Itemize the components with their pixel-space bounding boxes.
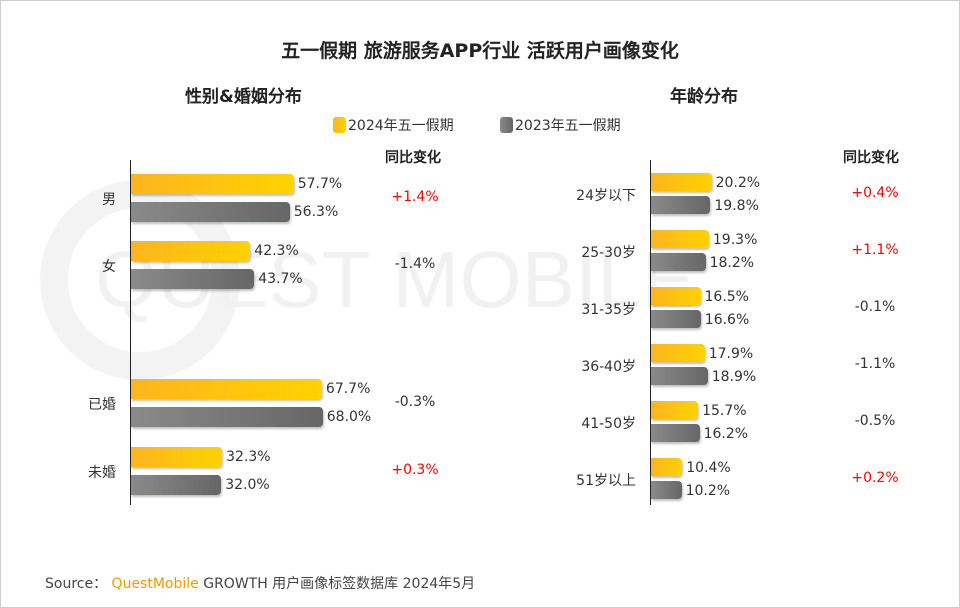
- change-value: -1.4%: [394, 256, 436, 272]
- bar-2023: [131, 407, 323, 427]
- right-axis: [650, 160, 651, 505]
- legend-label-2023: 2023年五一假期: [515, 118, 621, 134]
- category-label: 未婚: [88, 465, 116, 481]
- value-label-2023: 68.0%: [326, 409, 372, 425]
- bar-2023: [651, 196, 711, 214]
- source-brand: QuestMobile: [111, 576, 199, 592]
- source-prefix: Source：: [45, 576, 108, 592]
- chart-title: 五一假期 旅游服务APP行业 活跃用户画像变化: [281, 40, 679, 62]
- right-subtitle: 年龄分布: [670, 87, 738, 107]
- value-label-2024: 42.3%: [254, 243, 299, 259]
- change-value: +0.3%: [391, 462, 439, 478]
- category-label: 男: [102, 192, 116, 208]
- bar-2023: [131, 475, 222, 495]
- value-label-2024: 32.3%: [226, 449, 271, 465]
- value-label-2024: 20.2%: [715, 175, 761, 191]
- change-value: +1.4%: [391, 189, 439, 205]
- value-label-2023: 18.2%: [709, 255, 755, 271]
- value-label-2023: 10.2%: [685, 483, 731, 499]
- bar-2024: [651, 401, 699, 419]
- change-value: -1.1%: [854, 355, 896, 372]
- change-value: -0.1%: [854, 298, 896, 315]
- bar-2024: [131, 174, 294, 194]
- value-label-2023: 32.0%: [225, 477, 270, 493]
- legend-swatch-2024: [333, 117, 346, 133]
- value-label-2024: 57.7%: [297, 176, 343, 192]
- category-label: 51岁以上: [576, 472, 636, 489]
- bar-2023: [651, 367, 708, 385]
- value-label-2024: 19.3%: [712, 232, 758, 248]
- value-label-2023: 19.8%: [714, 198, 759, 214]
- value-label-2024: 16.5%: [704, 289, 749, 305]
- value-label-2023: 16.6%: [704, 312, 750, 328]
- category-label: 25-30岁: [581, 244, 636, 261]
- left-axis: [130, 160, 131, 505]
- category-label: 女: [102, 259, 116, 275]
- bar-2023: [131, 202, 290, 222]
- legend-item-2024: 2024年五一假期: [333, 115, 454, 135]
- bar-2024: [131, 379, 322, 399]
- bar-2024: [131, 241, 251, 261]
- bar-2023: [651, 481, 682, 499]
- source-text: GROWTH 用户画像标签数据库 2024年5月: [203, 576, 476, 592]
- bar-2023: [651, 424, 700, 442]
- bar-2023: [651, 253, 706, 271]
- value-label-2023: 56.3%: [293, 204, 339, 220]
- category-label: 已婚: [88, 397, 116, 413]
- value-label-2023: 16.2%: [703, 426, 749, 442]
- right-change-header: 同比变化: [843, 150, 899, 166]
- bar-2024: [651, 458, 683, 476]
- value-label-2024: 67.7%: [325, 381, 371, 397]
- value-label-2024: 15.7%: [702, 403, 747, 419]
- bar-2024: [131, 447, 223, 467]
- value-label-2024: 10.4%: [686, 460, 731, 476]
- change-value: +0.4%: [851, 184, 899, 201]
- source-note: Source： QuestMobile GROWTH 用户画像标签数据库 202…: [45, 573, 475, 593]
- value-label-2023: 43.7%: [258, 271, 303, 287]
- category-label: 36-40岁: [581, 358, 636, 375]
- change-value: +0.2%: [851, 469, 899, 486]
- category-label: 31-35岁: [581, 301, 636, 318]
- category-label: 41-50岁: [581, 415, 636, 432]
- change-value: -0.5%: [854, 412, 896, 429]
- value-label-2024: 17.9%: [708, 346, 754, 362]
- legend-item-2023: 2023年五一假期: [500, 115, 621, 135]
- bar-2024: [651, 173, 712, 191]
- legend-swatch-2023: [500, 117, 513, 133]
- legend-label-2024: 2024年五一假期: [348, 118, 454, 134]
- bar-2024: [651, 344, 705, 362]
- change-value: -0.3%: [394, 394, 436, 410]
- bar-2024: [651, 230, 709, 248]
- bar-2024: [651, 287, 701, 305]
- change-value: +1.1%: [851, 241, 899, 258]
- value-label-2023: 18.9%: [711, 369, 757, 385]
- left-subtitle: 性别&婚姻分布: [185, 87, 302, 107]
- category-label: 24岁以下: [576, 187, 636, 204]
- bar-2023: [131, 269, 255, 289]
- left-change-header: 同比变化: [385, 150, 441, 166]
- bar-2023: [651, 310, 701, 328]
